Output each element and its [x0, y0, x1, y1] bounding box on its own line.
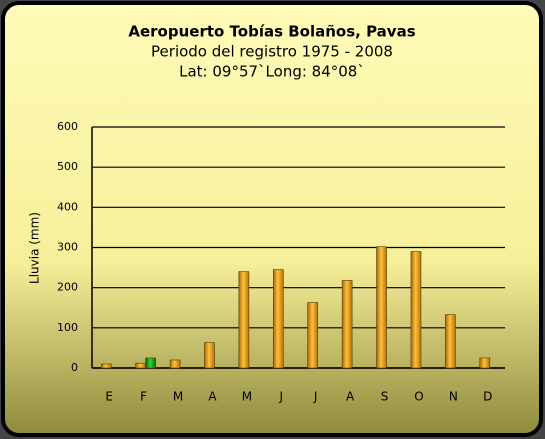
y-tick-label: 200 [57, 281, 78, 294]
y-tick-label: 400 [57, 200, 78, 213]
x-tick-label: A [346, 390, 355, 404]
y-tick-label: 0 [71, 361, 78, 374]
y-tick-label: 100 [57, 321, 78, 334]
bar [135, 362, 146, 369]
subtitle: Periodo del registro 1975 - 2008 [151, 43, 393, 61]
bar [169, 359, 181, 369]
bar [445, 314, 456, 369]
x-tick-label: F [140, 390, 147, 404]
bar [272, 269, 284, 369]
x-tick-label: J [279, 390, 284, 404]
x-tick-label: M [242, 390, 252, 404]
bar [410, 251, 422, 369]
x-tick-label: O [414, 390, 423, 404]
bar [204, 342, 215, 369]
bar [238, 271, 250, 369]
y-axis-label: Lluvia (mm) [28, 212, 42, 284]
y-tick-label: 500 [57, 160, 78, 173]
x-tick-label: S [381, 390, 389, 404]
bar [145, 357, 156, 369]
bar [341, 280, 353, 369]
x-tick-label: A [208, 390, 217, 404]
y-tick-label: 300 [57, 241, 78, 254]
bar [376, 246, 387, 369]
y-tick-label: 600 [57, 120, 78, 133]
x-tick-label: M [173, 390, 183, 404]
x-tick-label: D [483, 390, 492, 404]
chart-title: Aeropuerto Tobías Bolaños, Pavas [128, 23, 415, 41]
bar [479, 357, 491, 369]
subtitle: Lat: 09°57`Long: 84°08` [179, 63, 365, 81]
bar [100, 363, 112, 369]
x-tick-label: N [449, 390, 458, 404]
x-tick-label: J [313, 390, 318, 404]
x-tick-label: E [105, 390, 113, 404]
bar [307, 302, 319, 369]
